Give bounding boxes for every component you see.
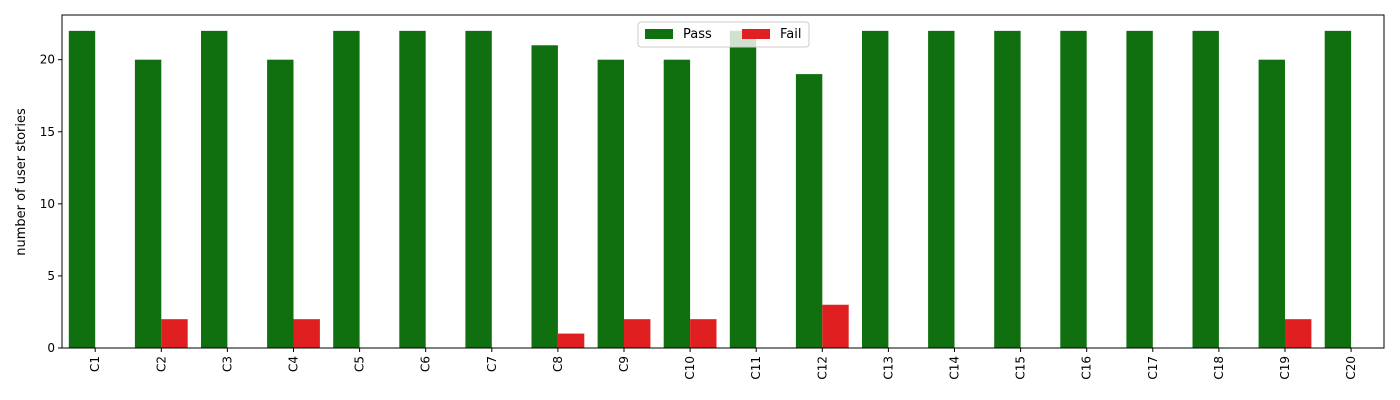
x-tick-label-c15: C15 xyxy=(1014,356,1028,380)
bar-pass-c6 xyxy=(399,30,426,349)
bar-pass-c1 xyxy=(68,30,96,349)
y-tick-label: 5 xyxy=(47,269,55,283)
bar-pass-c11 xyxy=(729,30,757,349)
bar-pass-c13 xyxy=(862,30,889,349)
x-tick-label-c11: C11 xyxy=(749,356,763,380)
x-tick-label-c7: C7 xyxy=(485,356,499,372)
legend-label-fail: Fail xyxy=(780,27,801,42)
bar-fail-c2 xyxy=(161,319,188,348)
x-tick-label-c10: C10 xyxy=(683,356,697,380)
bar-fail-c12 xyxy=(822,304,849,348)
bar-pass-c18 xyxy=(1192,30,1219,349)
bar-fail-c8 xyxy=(557,333,585,348)
bar-fail-c4 xyxy=(293,319,320,348)
x-axis: C1 C2 C3 C4 C5 C6 C7 C8 C9 C10 C11 C12 C13 C14 C15 C16 C… xyxy=(88,348,1358,380)
x-tick-label-c3: C3 xyxy=(220,356,234,372)
x-tick-label-c9: C9 xyxy=(617,356,631,372)
x-tick-label-c2: C2 xyxy=(154,356,168,372)
bar-fail-c10 xyxy=(690,319,717,348)
bar-pass-c20 xyxy=(1324,30,1352,349)
plot-frame xyxy=(61,14,1385,349)
bars-group xyxy=(68,30,1352,349)
x-tick-label-c6: C6 xyxy=(419,356,433,372)
bar-pass-c16 xyxy=(1060,30,1087,349)
bar-fail-c9 xyxy=(624,319,651,348)
y-tick-label: 15 xyxy=(40,125,55,139)
legend-swatch-fail xyxy=(742,29,770,39)
x-tick-label-c12: C12 xyxy=(815,356,829,380)
x-tick-label-c17: C17 xyxy=(1146,356,1160,380)
legend: Pass Fail xyxy=(637,21,810,48)
x-tick-label-c4: C4 xyxy=(287,356,301,372)
y-tick-label: 10 xyxy=(40,197,55,211)
x-tick-label-c13: C13 xyxy=(881,356,895,380)
x-tick-label-c16: C16 xyxy=(1080,356,1094,380)
bar-pass-c9 xyxy=(597,59,624,348)
bar-pass-c15 xyxy=(994,30,1021,349)
bar-pass-c2 xyxy=(134,59,162,348)
y-axis: 0 5 10 15 20 xyxy=(40,53,62,355)
bar-pass-c17 xyxy=(1126,30,1153,349)
bar-pass-c8 xyxy=(531,45,558,349)
y-axis-label: number of user stories xyxy=(14,108,29,256)
legend-label-pass: Pass xyxy=(683,27,712,42)
bar-fail-c19 xyxy=(1285,319,1312,348)
bar-pass-c19 xyxy=(1258,59,1285,348)
y-tick-label: 0 xyxy=(47,341,55,355)
bar-pass-c3 xyxy=(201,30,228,349)
y-tick-label: 20 xyxy=(40,53,55,67)
bar-pass-c5 xyxy=(333,30,360,349)
x-tick-label-c18: C18 xyxy=(1212,356,1226,380)
x-tick-label-c1: C1 xyxy=(88,356,102,372)
legend-box xyxy=(637,21,810,48)
x-tick-label-c8: C8 xyxy=(551,356,565,372)
x-tick-label-c19: C19 xyxy=(1278,356,1292,380)
bar-pass-c7 xyxy=(465,30,492,349)
legend-swatch-pass xyxy=(645,29,673,39)
bar-pass-c12 xyxy=(795,74,823,348)
bar-pass-c14 xyxy=(928,30,955,349)
bar-pass-c10 xyxy=(663,59,691,348)
x-tick-label-c5: C5 xyxy=(353,356,367,372)
x-tick-label-c14: C14 xyxy=(948,356,962,380)
x-tick-label-c20: C20 xyxy=(1344,356,1358,380)
bar-pass-c4 xyxy=(267,59,294,348)
